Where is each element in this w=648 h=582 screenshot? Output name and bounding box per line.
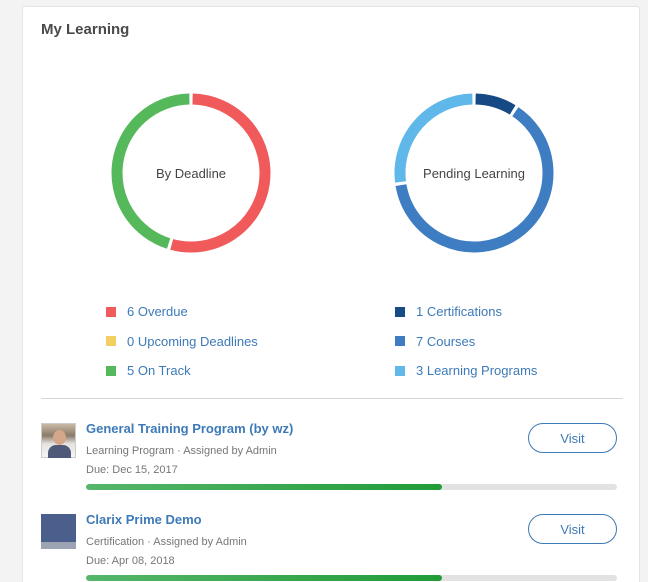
item-subtitle: Certification · Assigned by Admin [86,536,247,548]
item-due-date: Due: Dec 15, 2017 [86,464,178,476]
item-subtitle: Learning Program · Assigned by Admin [86,445,277,457]
learning-programs-swatch [395,365,405,376]
my-learning-card: My Learning By Deadline Pending Learning… [22,6,640,582]
donut-segment-certifications[interactable] [475,93,516,115]
legend-label[interactable]: 1 Certifications [416,304,502,320]
thumbnail-person-head [53,430,66,445]
legend-label[interactable]: 0 Upcoming Deadlines [127,333,258,349]
legend-label[interactable]: 3 Learning Programs [416,363,538,379]
deadline-donut-svg [111,93,271,253]
upcoming-swatch [106,336,116,347]
donut-segment-courses[interactable] [395,107,554,253]
certification-thumbnail[interactable] [41,514,76,549]
legend-item-on-track[interactable]: 5 On Track [106,356,258,386]
pending-chart-label: Pending Learning [423,165,525,181]
learning-program-thumbnail[interactable] [41,423,76,458]
thumbnail-strip [41,542,76,549]
item-title-link[interactable]: Clarix Prime Demo [86,512,202,527]
legend-item-certifications[interactable]: 1 Certifications [395,297,537,327]
progress-bar [86,575,617,581]
card-title: My Learning [41,21,130,38]
legend-label[interactable]: 6 Overdue [127,304,188,320]
legend-label[interactable]: 5 On Track [127,363,191,379]
item-due-date: Due: Apr 08, 2018 [86,555,175,567]
thumbnail-person-body [48,445,71,458]
section-divider [41,398,623,399]
learning-item: Clarix Prime Demo Certification · Assign… [41,509,623,582]
on-track-swatch [106,365,116,376]
legend-item-learning-programs[interactable]: 3 Learning Programs [395,356,537,386]
donut-segment-on-track[interactable] [111,93,190,249]
legend-item-upcoming[interactable]: 0 Upcoming Deadlines [106,327,258,357]
courses-swatch [395,336,405,347]
pending-donut-chart[interactable]: Pending Learning [384,83,564,263]
donut-segment-overdue[interactable] [170,93,271,253]
visit-button[interactable]: Visit [528,514,617,544]
pending-legend: 1 Certifications 7 Courses 3 Learning Pr… [395,297,537,386]
progress-fill [86,484,442,490]
deadline-legend: 6 Overdue 0 Upcoming Deadlines 5 On Trac… [106,297,258,386]
deadline-donut-chart[interactable]: By Deadline [101,83,281,263]
visit-button[interactable]: Visit [528,423,617,453]
legend-label[interactable]: 7 Courses [416,333,476,349]
progress-fill [86,575,442,581]
legend-item-courses[interactable]: 7 Courses [395,327,537,357]
pending-donut-svg [394,93,554,253]
certifications-swatch [395,306,405,317]
legend-item-overdue[interactable]: 6 Overdue [106,297,258,327]
deadline-chart-label: By Deadline [155,165,227,181]
learning-item: General Training Program (by wz) Learnin… [41,418,623,498]
progress-bar [86,484,617,490]
donut-segment-learning-programs[interactable] [394,93,473,183]
overdue-swatch [106,306,116,317]
item-title-link[interactable]: General Training Program (by wz) [86,421,294,436]
